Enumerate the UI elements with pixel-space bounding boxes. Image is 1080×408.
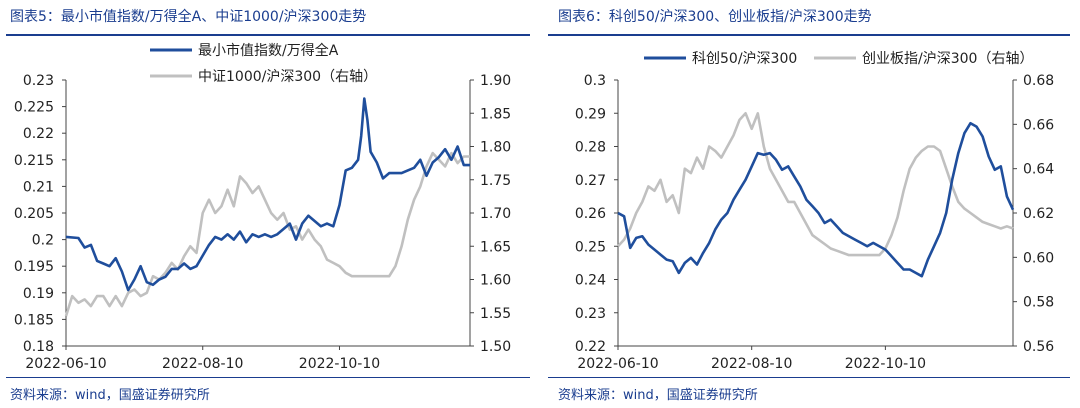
- y-tick-label-left: 0.215: [14, 153, 54, 169]
- source-note: 资料来源：wind，国盛证券研究所: [558, 388, 758, 403]
- y-tick-label-right: 0.64: [1023, 162, 1054, 178]
- y-tick-label-left: 0.19: [23, 286, 54, 302]
- y-tick-label-left: 0.27: [575, 173, 606, 189]
- y-tick-label-left: 0.23: [23, 73, 54, 89]
- y-tick-label-left: 0.29: [575, 106, 606, 122]
- y-tick-label-left: 0.23: [575, 306, 606, 322]
- legend-label: 中证1000/沪深300（右轴）: [198, 69, 377, 85]
- legend-label: 科创50/沪深300: [692, 51, 797, 67]
- title-rule: [6, 34, 530, 36]
- y-tick-label-right: 1.90: [480, 73, 511, 89]
- y-tick-label-right: 0.68: [1023, 73, 1054, 89]
- y-tick-label-right: 1.70: [480, 206, 511, 222]
- y-tick-label-left: 0.185: [14, 312, 54, 328]
- y-tick-label-right: 0.62: [1023, 206, 1054, 222]
- series-line-gray: [617, 112, 1014, 257]
- y-tick-label-right: 1.55: [480, 306, 511, 322]
- y-tick-label-left: 0.22: [575, 339, 606, 355]
- x-tick-label: 2022-10-10: [299, 356, 380, 372]
- y-tick-label-right: 1.80: [480, 140, 511, 156]
- y-tick-label-left: 0.18: [23, 339, 54, 355]
- x-tick-label: 2022-08-10: [162, 356, 243, 372]
- x-tick-label: 2022-08-10: [711, 356, 792, 372]
- y-tick-label-left: 0.25: [575, 239, 606, 255]
- series-line-gray: [64, 151, 470, 317]
- y-tick-label-left: 0.2: [32, 233, 54, 249]
- legend-label: 最小市值指数/万得全A: [198, 42, 339, 59]
- series-line-blue: [65, 97, 470, 292]
- chart-svg-left: 0.18 0.185 0.19 0.195 0.2 0.205 0.21 0.215 0.22 0…: [14, 42, 511, 372]
- x-tick-label: 2022-06-10: [577, 356, 658, 372]
- y-tick-label-left: 0.21: [23, 179, 54, 195]
- source-rule: [548, 377, 1070, 378]
- chart-title: 图表6：科创50/沪深300、创业板指/沪深300走势: [558, 9, 872, 25]
- y-tick-label-left: 0.225: [14, 100, 54, 116]
- y-tick-label-right: 0.58: [1023, 295, 1054, 311]
- y-tick-label-left: 0.26: [575, 206, 606, 222]
- y-tick-label-left: 0.205: [14, 206, 54, 222]
- y-tick-label-left: 0.195: [14, 259, 54, 275]
- series-line-blue: [617, 121, 1015, 278]
- chart-panel-right: 图表6：科创50/沪深300、创业板指/沪深300走势 0.22 0.23 0.24…: [548, 0, 1080, 408]
- y-tick-label-left: 0.22: [23, 126, 54, 142]
- source-rule: [6, 377, 530, 378]
- y-tick-label-right: 1.60: [480, 273, 511, 289]
- chart-panel-left: 图表5：最小市值指数/万得全A、中证1000/沪深300走势 0.18 0.185…: [6, 9, 530, 403]
- y-tick-label-left: 0.28: [575, 140, 606, 156]
- chart-title: 图表5：最小市值指数/万得全A、中证1000/沪深300走势: [10, 9, 367, 25]
- y-tick-label-right: 1.50: [480, 339, 511, 355]
- legend-label: 创业板指/沪深300（右轴）: [862, 51, 1033, 67]
- y-tick-label-left: 0.3: [584, 73, 606, 89]
- source-note: 资料来源：wind，国盛证券研究所: [10, 388, 210, 403]
- y-tick-label-right: 0.60: [1023, 250, 1054, 266]
- x-tick-label: 2022-10-10: [845, 356, 926, 372]
- x-tick-label: 2022-06-10: [25, 356, 106, 372]
- y-tick-label-right: 0.66: [1023, 117, 1054, 133]
- chart-svg-right: 0.22 0.23 0.24 0.25 0.26 0.27 0.28 0.29 0.3 0.56 0…: [575, 51, 1054, 372]
- y-tick-label-left: 0.24: [575, 273, 606, 289]
- y-tick-label-right: 1.65: [480, 239, 511, 255]
- title-rule: [548, 34, 1070, 36]
- y-tick-label-right: 1.85: [480, 106, 511, 122]
- y-tick-label-right: 0.56: [1023, 339, 1054, 355]
- y-tick-label-right: 1.75: [480, 173, 511, 189]
